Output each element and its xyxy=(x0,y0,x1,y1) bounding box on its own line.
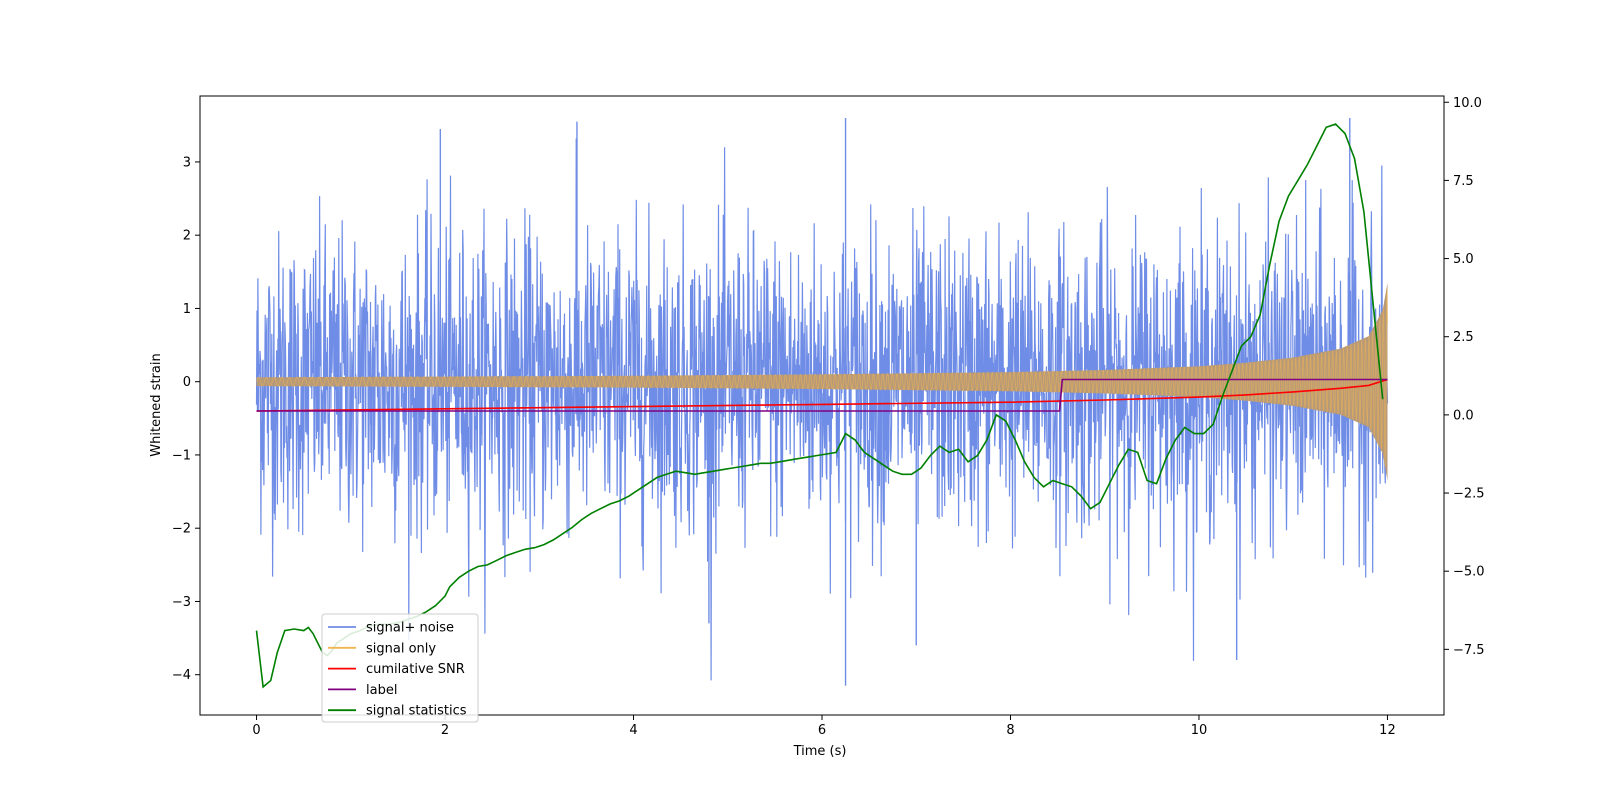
y2-tick-label: 5.0 xyxy=(1453,252,1474,267)
x-tick-label: 12 xyxy=(1379,723,1396,738)
y2-tick-label: −7.5 xyxy=(1453,643,1485,658)
plot-area xyxy=(255,117,1389,689)
legend-label: signal only xyxy=(366,641,436,656)
y-tick-label: −4 xyxy=(172,668,191,683)
legend-label: signal statistics xyxy=(366,704,467,719)
y-tick-label: −2 xyxy=(172,522,191,537)
x-tick-label: 2 xyxy=(441,723,449,738)
legend-box xyxy=(321,613,479,723)
legend: signal+ noise signal only cumilative SNR la… xyxy=(321,613,479,723)
legend-label: signal+ noise xyxy=(366,621,454,636)
y2-tick-label: 10.0 xyxy=(1453,96,1482,111)
y-axis-left: −4 −3 −2 −1 0 1 2 3 xyxy=(172,155,200,683)
y2-tick-label: 0.0 xyxy=(1453,408,1474,423)
signal-only-envelope xyxy=(256,282,1388,481)
legend-label: cumilative SNR xyxy=(366,662,465,677)
y-tick-label: 2 xyxy=(183,229,191,244)
y-tick-label: 3 xyxy=(183,155,191,170)
y-axis-right: −7.5 −5.0 −2.5 0.0 2.5 5.0 7.5 10.0 xyxy=(1444,96,1485,658)
signal-only-line xyxy=(256,288,1388,468)
y-tick-label: 0 xyxy=(183,375,191,390)
y-tick-label: 1 xyxy=(183,302,191,317)
y2-tick-label: 2.5 xyxy=(1453,330,1474,345)
y2-tick-label: 7.5 xyxy=(1453,174,1474,189)
x-tick-label: 10 xyxy=(1191,723,1208,738)
x-tick-label: 0 xyxy=(252,723,260,738)
x-axis-label: Time (s) xyxy=(793,744,847,759)
y2-tick-label: −5.0 xyxy=(1453,565,1485,580)
y-axis-label: Whitened strain xyxy=(149,353,164,456)
y2-tick-label: −2.5 xyxy=(1453,487,1485,502)
x-tick-label: 4 xyxy=(629,723,637,738)
x-tick-label: 6 xyxy=(818,723,826,738)
signal-noise-series xyxy=(255,117,1389,686)
signal-only-series xyxy=(256,282,1388,481)
signal-noise-line xyxy=(255,138,1389,681)
y-tick-label: −1 xyxy=(172,448,191,463)
y-tick-label: −3 xyxy=(172,595,191,610)
legend-label: label xyxy=(366,683,397,698)
x-axis: 0 2 4 6 8 10 12 xyxy=(252,715,1396,738)
x-tick-label: 8 xyxy=(1006,723,1014,738)
cumulative-snr-line xyxy=(256,378,1388,412)
label-line xyxy=(256,378,1388,412)
